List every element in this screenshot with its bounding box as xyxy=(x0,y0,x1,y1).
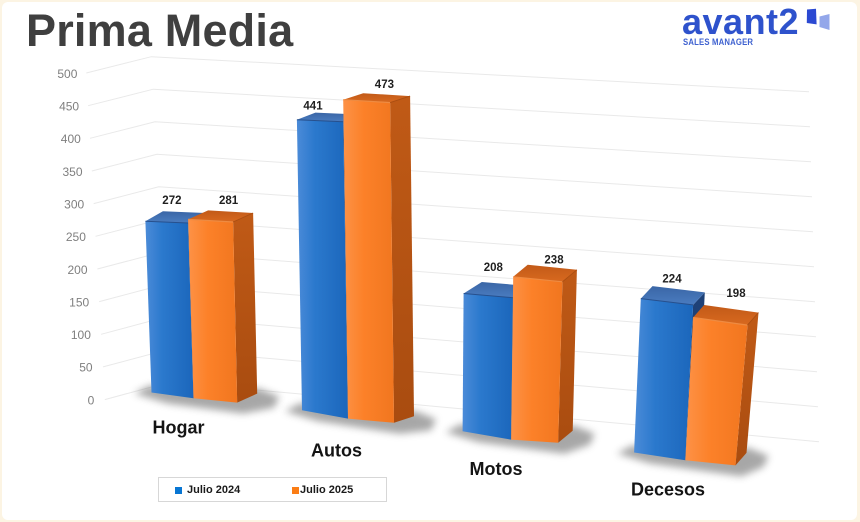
svg-text:224: 224 xyxy=(662,273,682,285)
svg-text:198: 198 xyxy=(726,288,746,300)
svg-text:Hogar: Hogar xyxy=(152,418,204,438)
svg-text:100: 100 xyxy=(71,328,91,342)
svg-text:208: 208 xyxy=(484,262,504,274)
svg-text:450: 450 xyxy=(59,100,79,114)
svg-text:441: 441 xyxy=(303,101,323,113)
svg-text:200: 200 xyxy=(67,263,87,277)
svg-text:500: 500 xyxy=(57,67,77,81)
svg-text:350: 350 xyxy=(62,165,82,179)
svg-text:0: 0 xyxy=(88,393,95,407)
svg-text:238: 238 xyxy=(544,254,564,266)
svg-text:300: 300 xyxy=(64,197,84,211)
svg-text:Autos: Autos xyxy=(311,441,362,461)
svg-text:272: 272 xyxy=(162,195,181,207)
svg-text:50: 50 xyxy=(79,361,93,375)
svg-text:150: 150 xyxy=(69,295,89,309)
svg-text:281: 281 xyxy=(219,195,239,207)
svg-text:Decesos: Decesos xyxy=(631,480,705,500)
svg-text:250: 250 xyxy=(66,230,86,244)
svg-text:473: 473 xyxy=(375,79,394,91)
svg-text:400: 400 xyxy=(61,132,81,146)
svg-text:Motos: Motos xyxy=(470,459,523,479)
